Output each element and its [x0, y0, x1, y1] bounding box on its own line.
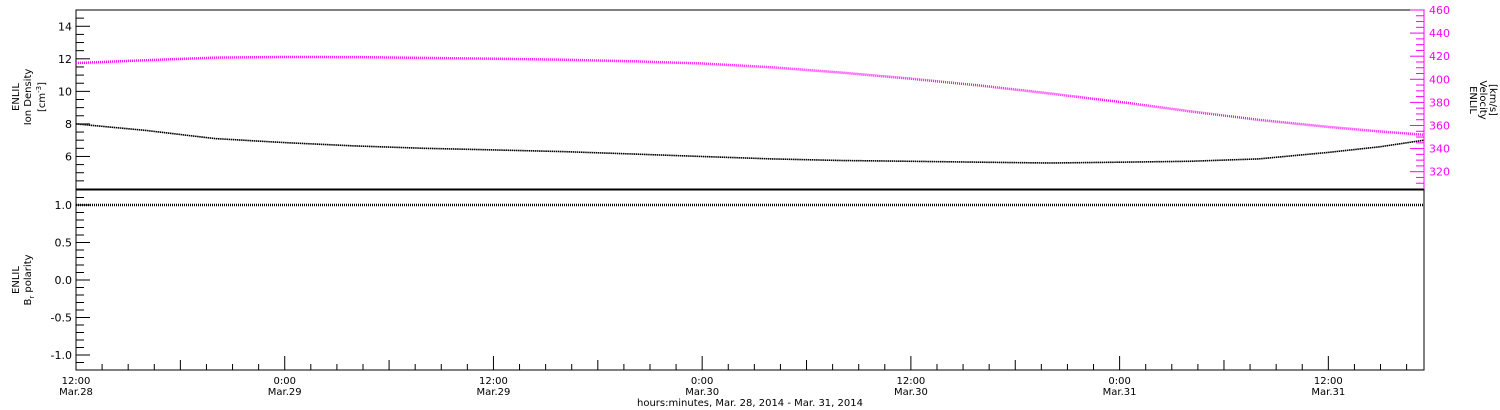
x-tick-time-label: 12:00	[479, 376, 508, 387]
density-tick-label: 10	[58, 85, 72, 98]
velocity-tick-label: 440	[1429, 27, 1450, 40]
x-tick-date-label: Mar.29	[268, 387, 302, 398]
top-right-axis-label-line1: ENLIL	[1467, 86, 1478, 114]
density-tick-label: 6	[65, 150, 72, 163]
top-right-axis-label-line2: Velocity	[1477, 80, 1488, 119]
x-tick-date-label: Mar.30	[894, 387, 928, 398]
velocity-tick-label: 460	[1429, 4, 1450, 17]
velocity-tick-label: 420	[1429, 50, 1450, 63]
top-left-axis-label-line1: ENLIL	[11, 83, 22, 111]
polarity-tick-label: -0.5	[51, 312, 72, 325]
density-tick-label: 12	[58, 53, 72, 66]
x-tick-time-label: 0:00	[1108, 376, 1130, 387]
polarity-tick-label: 1.0	[55, 199, 73, 212]
x-tick-date-label: Mar.31	[1103, 387, 1137, 398]
x-tick-date-label: Mar.28	[59, 387, 93, 398]
x-tick-date-label: Mar.31	[1311, 387, 1345, 398]
polarity-tick-label: -1.0	[51, 349, 72, 362]
velocity-tick-label: 380	[1429, 96, 1450, 109]
x-tick-time-label: 0:00	[273, 376, 295, 387]
polarity-tick-label: 0.0	[55, 274, 73, 287]
x-tick-time-label: 12:00	[896, 376, 925, 387]
velocity-tick-label: 400	[1429, 73, 1450, 86]
density-unit-exponent: -3	[35, 86, 43, 93]
x-tick-date-label: Mar.30	[685, 387, 719, 398]
top-panel-frame	[75, 9, 1425, 190]
density-tick-label: 8	[65, 118, 72, 131]
density-series-line	[75, 123, 1425, 164]
top-right-axis-label-line3: [km/s]	[1487, 84, 1498, 116]
x-tick-time-label: 12:00	[1314, 376, 1343, 387]
top-panel: 6 8 10 12 14 320 340 360 380 400 420 440 460	[58, 4, 1450, 190]
bottom-left-axis-label-line1: ENLIL	[11, 266, 22, 294]
velocity-tick-label: 320	[1429, 166, 1450, 179]
br-subscript: r	[28, 296, 36, 299]
top-left-axis-label-line2: Ion Density	[23, 69, 34, 126]
velocity-series-line	[75, 55, 1425, 136]
x-axis-label: hours:minutes, Mar. 28, 2014 - Mar. 31, …	[637, 398, 863, 409]
x-axis: 12:00Mar.280:00Mar.2912:00Mar.290:00Mar.…	[59, 356, 1408, 398]
density-unit-base: [cm	[37, 93, 48, 112]
density-unit-close: ]	[37, 82, 48, 86]
bottom-left-axis-label-line2: Br polarity	[23, 254, 36, 305]
x-tick-time-label: 0:00	[691, 376, 713, 387]
x-tick-time-label: 12:00	[62, 376, 91, 387]
density-tick-label: 14	[58, 20, 72, 33]
bottom-panel: 1.0 0.5 0.0 -0.5 -1.0	[51, 189, 1425, 371]
x-tick-date-label: Mar.29	[477, 387, 511, 398]
br-polarity-word: polarity	[23, 254, 34, 295]
polarity-tick-label: 0.5	[55, 237, 73, 250]
bottom-panel-frame	[75, 189, 1425, 371]
br-symbol: B	[23, 299, 34, 306]
velocity-tick-label: 340	[1429, 143, 1450, 156]
velocity-tick-label: 360	[1429, 119, 1450, 132]
top-left-axis-label-line3: [cm-3]	[35, 82, 48, 112]
